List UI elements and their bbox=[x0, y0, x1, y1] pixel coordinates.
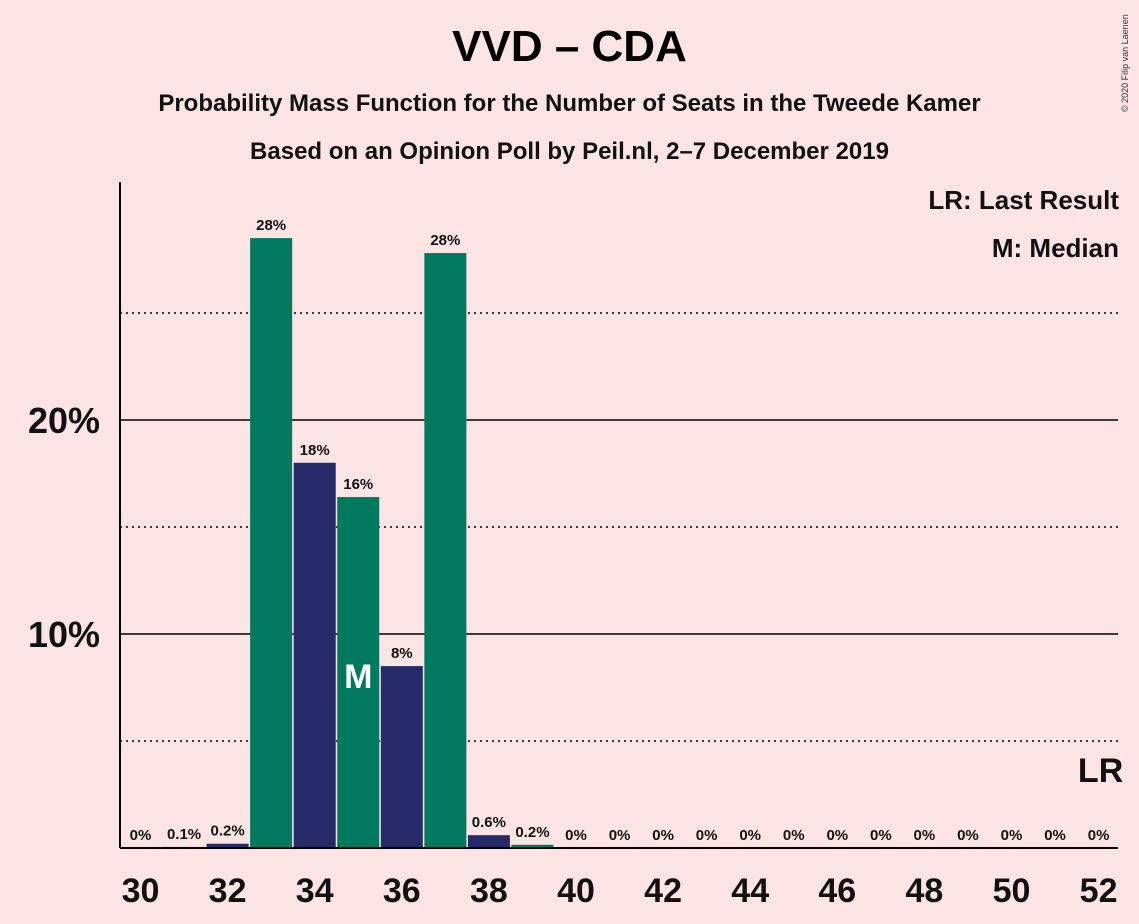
bar-seat-38 bbox=[467, 835, 510, 848]
bar-value-label: 0% bbox=[130, 827, 152, 844]
bar-value-label: 0% bbox=[1001, 827, 1023, 844]
bar-value-label: 16% bbox=[343, 476, 373, 493]
bar-value-label: 0% bbox=[565, 827, 587, 844]
bar-value-label: 0% bbox=[826, 827, 848, 844]
bar-seat-35 bbox=[337, 497, 380, 848]
axes-group: 10% 20% 30 32 34 36 38 40 42 44 46 48 50 52 bbox=[28, 182, 1118, 910]
bar-value-label: 0% bbox=[609, 827, 631, 844]
legend-median: M: Median bbox=[991, 233, 1119, 263]
bar-seat-33 bbox=[250, 238, 293, 849]
last-result-marker: LR bbox=[1078, 752, 1123, 790]
bar-value-label: 0% bbox=[1088, 827, 1110, 844]
x-tick-label: 32 bbox=[209, 872, 247, 910]
bar-seat-32 bbox=[206, 843, 249, 848]
chart-title: VVD – CDA bbox=[452, 22, 687, 71]
bar-value-label: 0% bbox=[652, 827, 674, 844]
x-tick-label: 30 bbox=[122, 872, 160, 910]
bar-value-label: 0% bbox=[914, 827, 936, 844]
median-marker: M bbox=[344, 658, 372, 696]
y-tick-label: 10% bbox=[28, 614, 100, 655]
bar-value-label: 0% bbox=[739, 827, 761, 844]
bar-value-label: 18% bbox=[300, 442, 330, 459]
x-tick-label: 36 bbox=[383, 872, 421, 910]
bar-value-label: 0% bbox=[696, 827, 718, 844]
bar-labels-group: 0% 0.1% 0.2% 28% 18% 16% 8% 28% 0.6% 0.2% 0% 0% 0% 0%… bbox=[130, 217, 1124, 844]
x-tick-label: 44 bbox=[731, 872, 769, 910]
bar-value-label: 0% bbox=[957, 827, 979, 844]
bar-value-label: 0% bbox=[783, 827, 805, 844]
legend-last-result: LR: Last Result bbox=[928, 185, 1119, 215]
bar-value-label: 0% bbox=[870, 827, 892, 844]
bar-seat-36 bbox=[380, 666, 423, 848]
bar-seat-34 bbox=[293, 462, 336, 848]
bar-value-label: 28% bbox=[430, 232, 460, 249]
bar-seat-37 bbox=[424, 253, 467, 848]
x-tick-label: 50 bbox=[993, 872, 1031, 910]
y-tick-label: 20% bbox=[28, 400, 100, 441]
bar-value-label: 0.6% bbox=[472, 814, 506, 831]
x-tick-label: 42 bbox=[644, 872, 682, 910]
bar-value-label: 28% bbox=[256, 217, 286, 234]
bar-value-label: 0.2% bbox=[210, 823, 244, 840]
bar-value-label: 8% bbox=[391, 645, 413, 662]
bar-value-label: 0.1% bbox=[167, 826, 201, 843]
chart-subtitle: Probability Mass Function for the Number… bbox=[158, 90, 981, 117]
x-tick-label: 48 bbox=[905, 872, 943, 910]
bar-value-label: 0.2% bbox=[515, 824, 549, 841]
x-tick-label: 40 bbox=[557, 872, 595, 910]
bar-seat-39 bbox=[511, 844, 554, 848]
chart-source-line: Based on an Opinion Poll by Peil.nl, 2–7… bbox=[250, 138, 889, 165]
x-tick-label: 52 bbox=[1080, 872, 1118, 910]
x-tick-label: 38 bbox=[470, 872, 508, 910]
x-tick-label: 46 bbox=[818, 872, 856, 910]
bars-group bbox=[163, 238, 554, 849]
x-tick-label: 34 bbox=[296, 872, 334, 910]
bar-value-label: 0% bbox=[1044, 827, 1066, 844]
